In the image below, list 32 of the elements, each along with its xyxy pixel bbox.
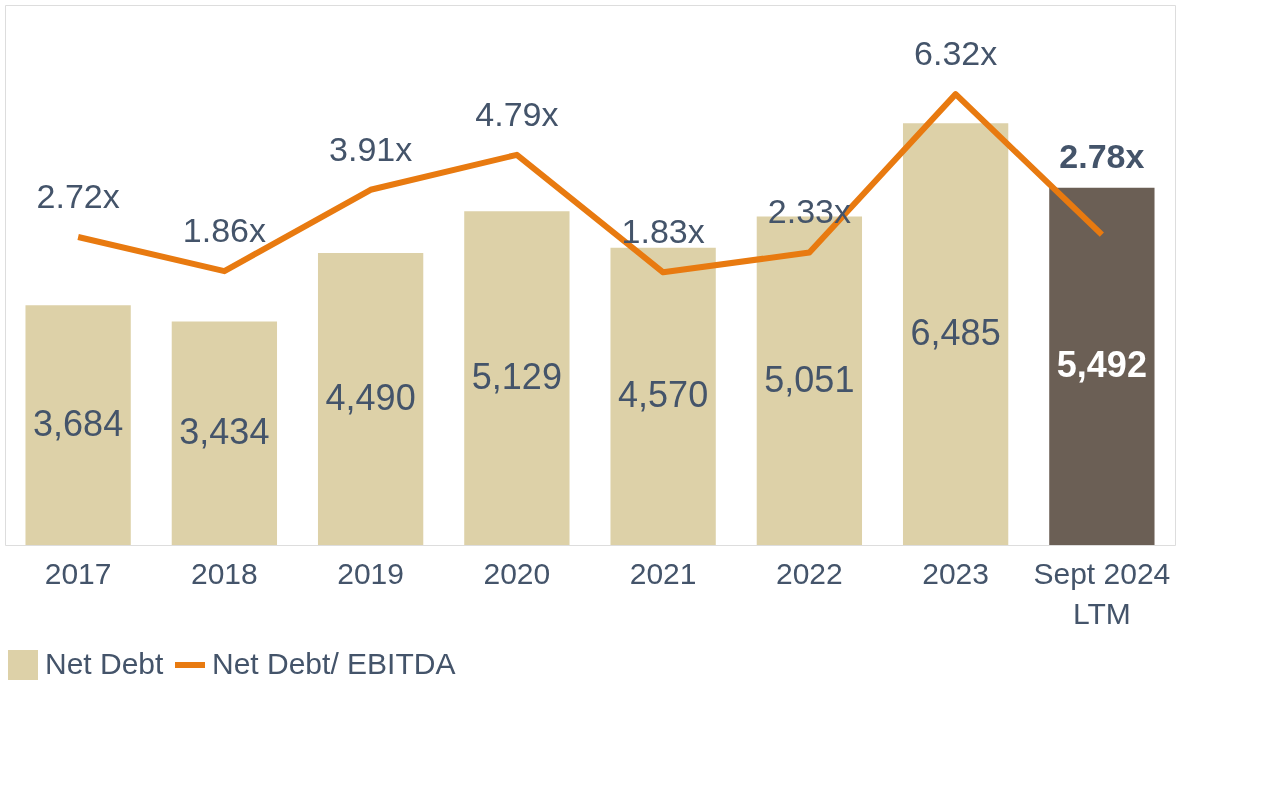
x-tick-label: 2019 [337, 556, 404, 590]
data-label: 4,570 [618, 374, 709, 416]
bar [171, 321, 278, 545]
legend-label: Net Debt [45, 647, 165, 680]
x-tick-label: 2021 [629, 556, 697, 590]
data-label: 5,129 [471, 356, 562, 398]
data-label: 1.86x [182, 211, 266, 250]
data-label: 4,490 [325, 376, 416, 418]
data-label: 2.78x [1059, 136, 1145, 175]
data-label: 6,485 [910, 312, 1001, 354]
bar [317, 252, 424, 545]
data-label: 1.83x [621, 212, 705, 251]
bar [25, 305, 131, 545]
legend-label: Net Debt/ EBITDA [212, 647, 456, 680]
bar [610, 247, 716, 545]
data-label: 4.79x [475, 94, 559, 133]
data-label: 5,492 [1056, 344, 1147, 386]
bar [464, 211, 570, 545]
bar [902, 123, 1009, 545]
x-tick-label: 2017 [44, 556, 112, 590]
x-tick-label: 2018 [191, 556, 258, 590]
bar [1049, 187, 1155, 545]
data-label: 3,434 [179, 411, 270, 453]
data-label: 3,684 [33, 403, 124, 445]
data-label: 6.32x [914, 34, 998, 73]
data-label: 3.91x [329, 129, 413, 168]
x-tick-label: 2020 [483, 556, 551, 590]
x-tick-label: Sept 2024 LTM [1033, 556, 1171, 630]
x-tick-label: 2022 [776, 556, 843, 590]
x-tick-label: 2023 [922, 556, 989, 590]
data-label: 5,051 [764, 358, 855, 400]
data-label: 2.72x [36, 177, 120, 215]
